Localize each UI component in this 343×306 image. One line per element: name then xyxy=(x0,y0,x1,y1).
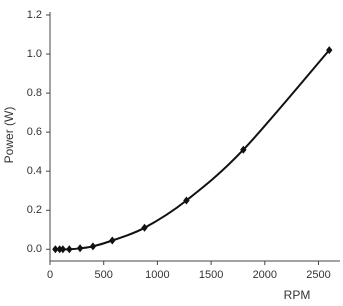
marker xyxy=(89,242,97,251)
x-tick-label: 1500 xyxy=(199,269,223,281)
y-tick-label: 1.2 xyxy=(27,9,42,21)
y-tick-label: 1.0 xyxy=(27,48,42,60)
marker xyxy=(59,245,67,254)
marker xyxy=(76,244,84,253)
y-tick-label: 0.2 xyxy=(27,204,42,216)
marker xyxy=(109,236,116,245)
x-tick-label: 1000 xyxy=(145,269,169,281)
marker xyxy=(56,245,63,254)
marker xyxy=(326,46,333,55)
y-tick-label: 0.0 xyxy=(27,243,42,255)
marker xyxy=(240,145,247,154)
y-axis-title: Power (W) xyxy=(2,107,16,164)
marker xyxy=(66,245,73,254)
y-tick-label: 0.8 xyxy=(27,87,42,99)
y-tick-label: 0.4 xyxy=(27,165,42,177)
x-tick-label: 2000 xyxy=(253,269,277,281)
line xyxy=(55,49,331,251)
marker xyxy=(141,223,148,232)
x-axis-title: RPM xyxy=(284,288,311,302)
x-tick-label: 0 xyxy=(47,269,53,281)
x-tick-label: 2500 xyxy=(306,269,330,281)
x-tick-label: 500 xyxy=(95,269,113,281)
marker xyxy=(183,196,190,205)
y-tick-label: 0.6 xyxy=(27,126,42,138)
marker xyxy=(52,245,59,254)
